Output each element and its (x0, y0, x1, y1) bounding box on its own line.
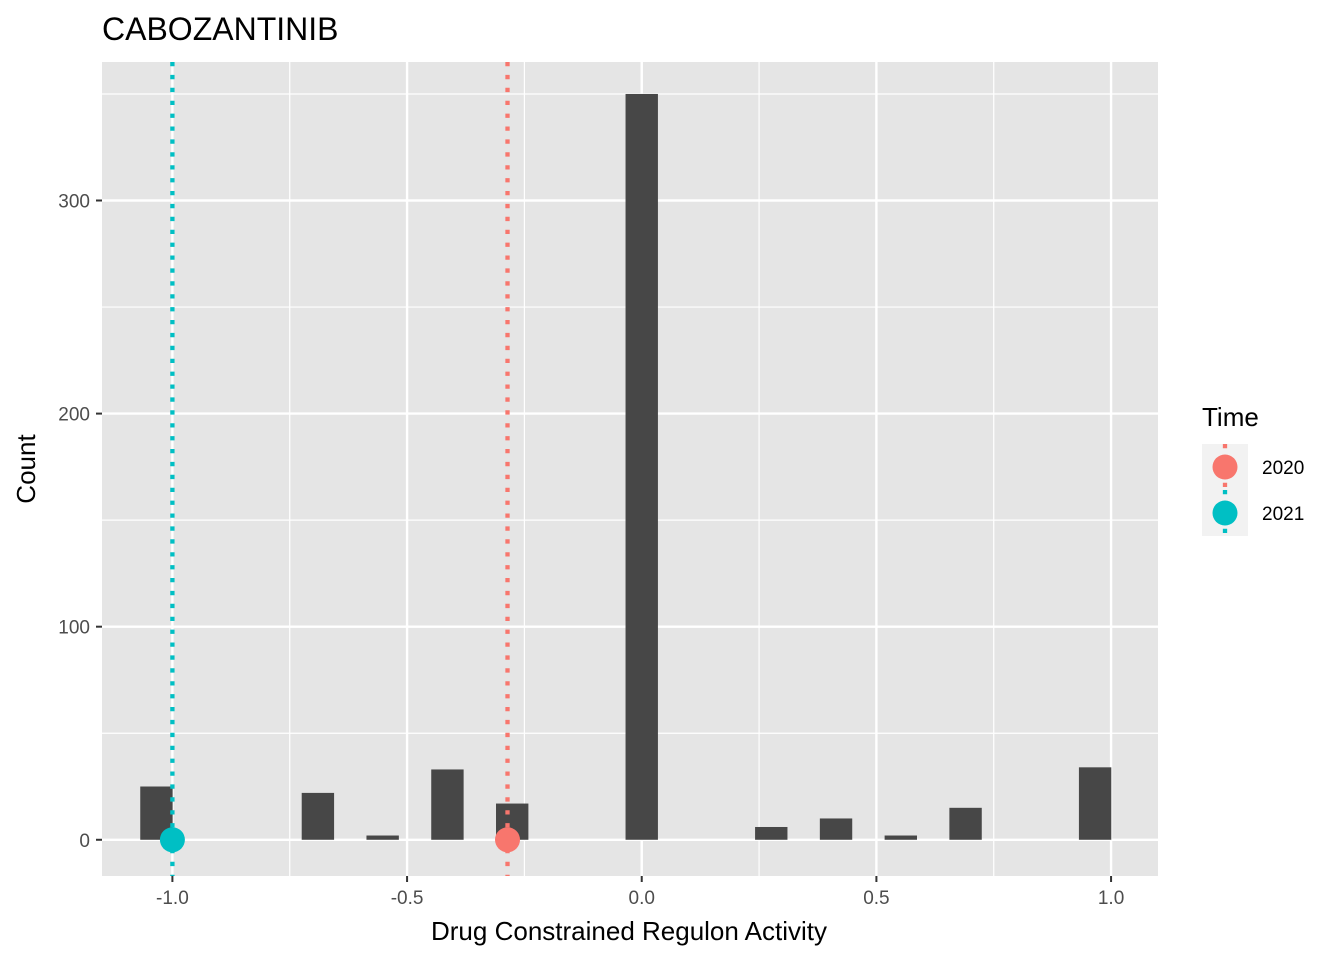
legend: Time 2020 2021 (1202, 402, 1304, 536)
chart-title: CABOZANTINIB (102, 11, 338, 47)
legend-label-2021: 2021 (1262, 504, 1304, 525)
marker-point-2021 (159, 827, 185, 853)
histogram-bar (301, 792, 335, 840)
legend-label-2020: 2020 (1262, 458, 1304, 479)
histogram-bar (819, 818, 853, 840)
legend-title: Time (1202, 402, 1259, 432)
legend-key-point-2021 (1212, 500, 1238, 526)
y-axis-title: Count (11, 434, 41, 504)
legend-entries: 2020 2021 (1212, 444, 1304, 536)
y-tick-label: 0 (79, 831, 90, 852)
time-markers (159, 827, 521, 853)
legend-key-point-2020 (1212, 454, 1238, 480)
histogram-bar (431, 769, 464, 840)
histogram-bar (1078, 767, 1112, 840)
x-tick-label: -0.5 (391, 888, 424, 909)
x-tick-label: 0.5 (863, 888, 889, 909)
histogram-bar (625, 93, 658, 840)
x-tick-label: 1.0 (1098, 888, 1124, 909)
y-axis-ticks: 0 100 200 300 (58, 192, 102, 852)
x-axis-ticks: -1.0 -0.5 0.0 0.5 1.0 (156, 876, 1124, 909)
y-tick-label: 100 (58, 618, 90, 639)
x-tick-label: -1.0 (156, 888, 189, 909)
histogram-bar (755, 826, 788, 840)
x-axis-title: Drug Constrained Regulon Activity (431, 916, 827, 946)
histogram-bar (366, 835, 399, 840)
y-tick-label: 200 (58, 405, 90, 426)
histogram-bar (949, 807, 982, 840)
histogram-bar (884, 835, 917, 840)
x-tick-label: 0.0 (629, 888, 655, 909)
y-tick-label: 300 (58, 192, 90, 213)
marker-point-2020 (495, 827, 521, 853)
